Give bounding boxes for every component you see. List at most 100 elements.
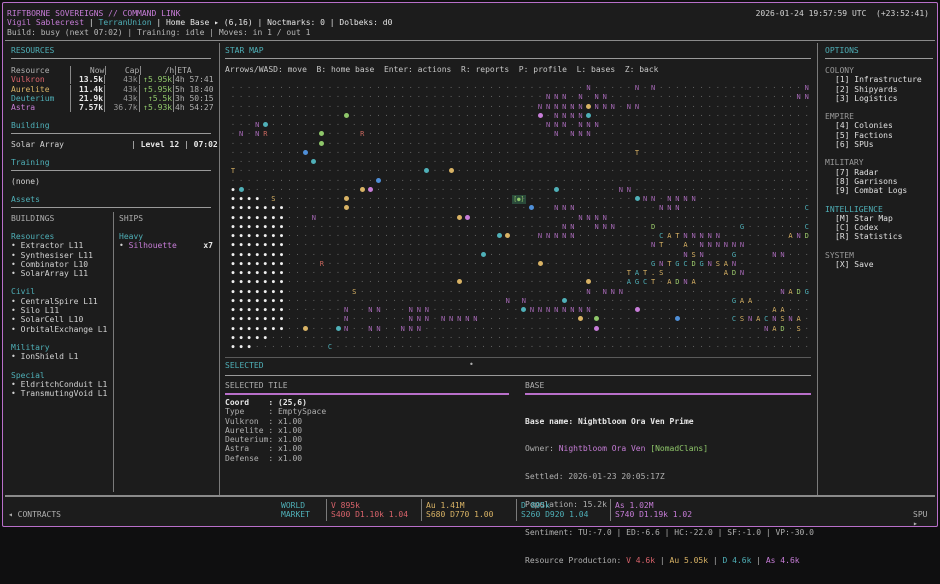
map-tile-empty[interactable]: · [521, 148, 526, 157]
map-tile-empty[interactable]: · [578, 167, 583, 176]
map-tile-marker[interactable]: N [626, 185, 632, 194]
map-tile-empty[interactable]: · [796, 185, 801, 194]
map-tile-empty[interactable]: · [287, 296, 292, 305]
map-tile-empty[interactable]: · [780, 148, 785, 157]
map-tile-empty[interactable]: · [756, 232, 761, 240]
map-tile-empty[interactable]: · [804, 250, 809, 259]
map-tile-empty[interactable]: · [352, 148, 357, 157]
map-tile-empty[interactable]: · [546, 167, 551, 176]
map-tile-empty[interactable]: · [440, 167, 446, 176]
map-tile-empty[interactable]: · [384, 130, 389, 139]
map-tile-empty[interactable]: · [764, 278, 769, 287]
map-tile-empty[interactable]: · [756, 269, 761, 277]
map-tile-owned[interactable]: ● [247, 270, 251, 276]
map-tile-empty[interactable]: · [715, 148, 720, 157]
map-tile-empty[interactable]: · [392, 241, 397, 250]
map-tile-empty[interactable]: · [457, 204, 462, 213]
map-tile-empty[interactable]: · [521, 167, 526, 176]
map-tile-empty[interactable]: · [424, 130, 430, 139]
map-tile-owned[interactable]: ● [255, 270, 259, 276]
map-tile-empty[interactable]: · [780, 176, 785, 185]
map-tile-empty[interactable]: · [772, 93, 777, 102]
map-tile-empty[interactable]: · [634, 158, 640, 166]
map-tile-empty[interactable]: · [303, 241, 308, 250]
map-tile-marker[interactable]: A [691, 278, 696, 287]
map-tile-empty[interactable]: · [521, 158, 526, 166]
map-tile-empty[interactable]: · [432, 343, 438, 351]
map-tile-owned[interactable]: ● [239, 344, 243, 350]
map-tile-empty[interactable]: · [529, 287, 535, 296]
map-tile-empty[interactable]: · [659, 84, 664, 92]
map-tile-empty[interactable]: · [756, 213, 761, 222]
map-tile-owned[interactable]: ● [271, 251, 275, 258]
map-tile-empty[interactable]: · [780, 167, 785, 176]
map-tile-empty[interactable]: · [748, 250, 753, 259]
map-tile-empty[interactable]: · [699, 333, 704, 342]
map-tile-empty[interactable]: · [554, 333, 559, 342]
map-tile-empty[interactable]: · [287, 139, 292, 148]
map-tile-empty[interactable]: · [473, 102, 478, 111]
map-tile-marker[interactable]: R [319, 259, 324, 268]
map-tile-empty[interactable]: · [376, 167, 381, 176]
map-tile-empty[interactable]: · [675, 176, 680, 185]
map-tile-marker[interactable]: N [416, 324, 421, 333]
map-tile-empty[interactable]: · [489, 84, 494, 92]
map-tile-empty[interactable]: · [287, 241, 292, 250]
map-tile-empty[interactable]: · [594, 333, 599, 342]
map-tile-empty[interactable]: · [279, 343, 284, 351]
map-tile-empty[interactable]: · [368, 241, 373, 250]
map-tile-empty[interactable]: · [400, 343, 405, 351]
map-tile-empty[interactable]: · [384, 84, 389, 92]
map-tile-empty[interactable]: · [230, 111, 236, 120]
map-tile-empty[interactable]: · [642, 158, 648, 166]
map-tile-empty[interactable]: · [602, 241, 607, 250]
map-tile-empty[interactable]: · [360, 343, 365, 351]
map-planet-icon[interactable] [463, 214, 471, 223]
map-tile-empty[interactable]: · [667, 315, 672, 324]
map-tile-empty[interactable]: · [521, 241, 526, 250]
map-tile-empty[interactable]: · [327, 287, 333, 296]
map-tile-empty[interactable]: · [675, 84, 680, 92]
map-tile-empty[interactable]: · [634, 139, 640, 148]
map-tile-empty[interactable]: · [521, 111, 526, 120]
map-tile-empty[interactable]: · [287, 232, 292, 240]
map-tile-empty[interactable]: · [238, 167, 244, 176]
map-tile-marker[interactable]: N [683, 232, 688, 240]
map-tile-empty[interactable]: · [707, 130, 712, 139]
map-tile-empty[interactable]: · [796, 139, 801, 148]
map-tile-marker[interactable]: N [554, 204, 559, 213]
map-tile-marker[interactable]: N [707, 241, 712, 250]
map-tile-empty[interactable]: · [651, 324, 656, 333]
map-tile-owned[interactable]: ● [263, 325, 267, 332]
map-tile-empty[interactable]: · [756, 278, 761, 287]
map-tile-owned[interactable]: ● [255, 205, 259, 212]
map-tile-empty[interactable]: · [748, 222, 753, 231]
map-tile-empty[interactable]: · [481, 296, 486, 305]
map-tile-marker[interactable]: N [651, 195, 656, 203]
map-tile-empty[interactable]: · [667, 130, 672, 139]
map-tile-empty[interactable]: · [715, 158, 720, 166]
map-tile-empty[interactable]: · [311, 250, 316, 259]
map-tile-marker[interactable]: G [731, 296, 737, 305]
map-tile-empty[interactable]: · [424, 158, 430, 166]
map-tile-empty[interactable]: · [723, 306, 728, 314]
map-tile-empty[interactable]: · [473, 324, 478, 333]
map-tile-empty[interactable]: · [416, 158, 421, 166]
map-tile-empty[interactable]: · [634, 333, 640, 342]
map-tile-owned[interactable]: ● [279, 316, 283, 323]
map-tile-empty[interactable]: · [489, 195, 494, 203]
map-tile-empty[interactable]: · [481, 195, 486, 203]
map-tile-empty[interactable]: · [707, 333, 712, 342]
map-tile-marker[interactable]: N [748, 315, 753, 324]
map-tile-empty[interactable]: · [303, 139, 308, 148]
map-tile-marker[interactable]: N [255, 130, 260, 139]
map-tile-empty[interactable]: · [537, 176, 543, 185]
map-tile-empty[interactable]: · [473, 232, 478, 240]
map-tile-marker[interactable]: N [449, 315, 454, 324]
map-tile-empty[interactable]: · [739, 204, 745, 213]
map-tile-marker[interactable]: N [554, 232, 559, 240]
map-tile-empty[interactable]: · [489, 185, 494, 194]
map-tile-marker[interactable]: N [400, 324, 405, 333]
map-tile-owned[interactable]: ● [239, 260, 243, 267]
map-tile-empty[interactable]: · [360, 296, 365, 305]
